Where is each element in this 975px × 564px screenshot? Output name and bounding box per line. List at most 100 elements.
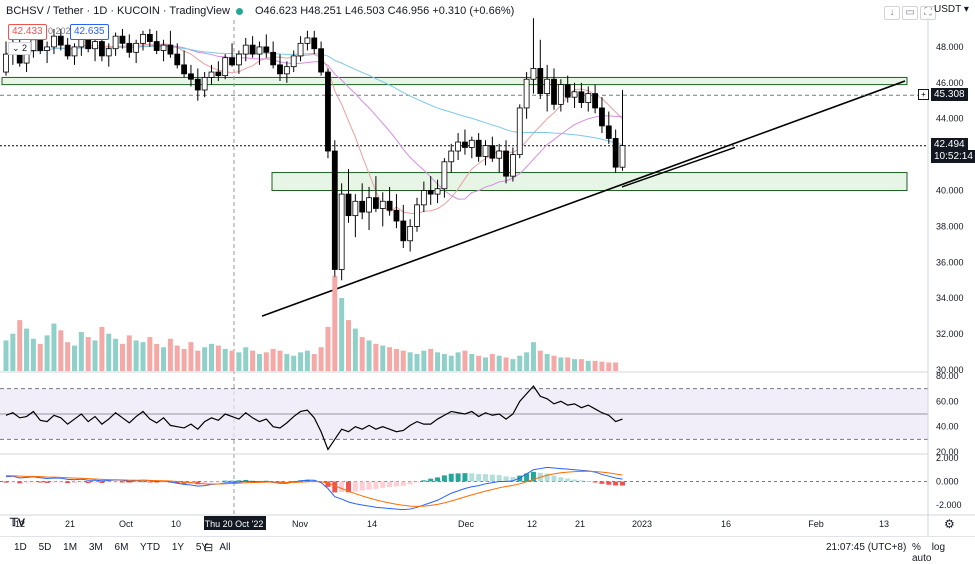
volume-bar <box>414 354 420 371</box>
log-toggle[interactable]: log <box>931 542 946 553</box>
currency-selector[interactable]: USDT ▾ <box>934 4 969 15</box>
rsi-line <box>5 385 623 451</box>
clock[interactable]: 21:07:45 (UTC+8) <box>826 542 907 553</box>
volume-bar <box>209 343 214 371</box>
macd-histogram-bar <box>99 481 105 484</box>
candle-body <box>181 64 188 75</box>
macd-histogram-bar <box>483 474 488 482</box>
volume-bar <box>256 354 262 371</box>
macd-histogram-bar <box>133 481 139 483</box>
arrow-down-icon[interactable]: ↓ <box>884 6 900 20</box>
current-price-tag: 42.494 <box>931 138 968 151</box>
add-alert-icon[interactable]: + <box>918 89 929 100</box>
macd-histogram-bar <box>126 481 132 483</box>
ask-badge[interactable]: 42.635 <box>70 24 109 40</box>
macd-histogram-bar <box>181 481 187 484</box>
macd-histogram-bar <box>551 475 557 482</box>
volume-bar <box>17 320 23 371</box>
volume-bar <box>133 340 139 371</box>
candle-body <box>153 41 160 51</box>
macd-histogram-bar <box>530 471 536 482</box>
candle-body <box>3 53 9 73</box>
timeframe-1m[interactable]: 1M <box>63 542 78 553</box>
candle-body <box>359 200 366 213</box>
candle-body <box>352 200 359 217</box>
candle-body <box>222 57 229 77</box>
macd-histogram-bar <box>119 481 125 483</box>
price-tick-label: 36.000 <box>936 257 964 267</box>
volume-bar <box>352 328 358 371</box>
volume-bar <box>551 355 557 371</box>
timeframe-1y[interactable]: 1Y <box>171 542 185 553</box>
candle-body <box>468 139 475 148</box>
candle-body <box>140 33 146 44</box>
macd-histogram-bar <box>243 479 249 482</box>
macd-histogram-bar <box>613 481 619 486</box>
symbol-title[interactable]: BCHSV / Tether · 1D · KUCOIN · TradingVi… <box>6 5 230 17</box>
timeframe-3m[interactable]: 3M <box>88 542 103 553</box>
macd-histogram-bar <box>147 481 153 483</box>
settings-gear-icon[interactable]: ⚙ <box>944 517 955 531</box>
ascending-trendline[interactable] <box>261 80 906 317</box>
volume-bar <box>85 337 91 371</box>
volume-bar <box>407 352 413 371</box>
candle-body <box>290 55 297 68</box>
bid-badge[interactable]: 42.433 <box>8 24 47 40</box>
rsi-tick-label: 60.00 <box>936 396 959 406</box>
timeframe-all[interactable]: All <box>219 542 231 553</box>
rsi-tick-label: 40.00 <box>936 422 959 432</box>
volume-bar <box>332 276 338 371</box>
macd-histogram-bar <box>448 473 454 482</box>
candle-body <box>30 39 37 51</box>
volume-bar <box>366 340 372 371</box>
time-tick-label: Feb <box>808 519 824 529</box>
timeframe-6m[interactable]: 6M <box>114 542 129 553</box>
demand-zone-rect[interactable] <box>271 172 908 192</box>
macd-histogram-bar <box>304 479 310 482</box>
volume-bar <box>359 337 365 371</box>
maximize-icon[interactable]: ⛶ <box>920 6 936 20</box>
volume-bar <box>188 342 194 371</box>
time-tick-label: 16 <box>721 519 731 529</box>
supply-zone-rect[interactable] <box>1 76 908 86</box>
time-tick-label: 14 <box>367 519 377 529</box>
calendar-icon[interactable]: ⊟ <box>204 542 214 554</box>
time-tick-label: 21 <box>65 519 75 529</box>
candle-body <box>208 71 215 78</box>
macd-histogram-bar <box>428 478 434 482</box>
macd-histogram-bar <box>489 474 495 482</box>
timeframe-ytd[interactable]: YTD <box>140 542 161 553</box>
volume-bar <box>510 359 516 371</box>
candle-body <box>414 204 420 227</box>
macd-histogram-bar <box>524 473 530 482</box>
indicators-toggle[interactable]: ⌄ 2 <box>8 42 32 55</box>
macd-histogram-bar <box>325 481 331 487</box>
volume-bar <box>318 347 324 371</box>
candle-body <box>256 46 263 55</box>
candle-body <box>71 46 78 57</box>
candle-body <box>277 64 283 75</box>
price-tick-label: 46.000 <box>936 78 964 88</box>
timeframe-5d[interactable]: 5D <box>38 542 52 553</box>
macd-histogram-bar <box>585 481 591 483</box>
percent-toggle[interactable]: % <box>912 542 921 553</box>
volume-bar <box>119 343 125 371</box>
candle-body <box>167 44 174 55</box>
volume-bar <box>325 326 331 371</box>
timeframe-1d[interactable]: 1D <box>14 542 27 553</box>
time-tick-label: Oct <box>119 519 134 529</box>
volume-bar <box>311 354 317 371</box>
candle-body <box>304 37 311 44</box>
candle-body <box>126 42 133 53</box>
timeframe-5y[interactable]: 5Y <box>195 542 209 553</box>
restore-icon[interactable]: ▭ <box>902 6 918 20</box>
candle-body <box>571 91 578 98</box>
macd-histogram-bar <box>140 481 146 483</box>
macd-histogram-bar <box>311 480 317 482</box>
volume-bar <box>37 343 43 371</box>
candle-body <box>325 71 331 152</box>
candle-body <box>201 77 208 91</box>
macd-line <box>5 466 623 511</box>
macd-histogram-bar <box>37 481 43 483</box>
